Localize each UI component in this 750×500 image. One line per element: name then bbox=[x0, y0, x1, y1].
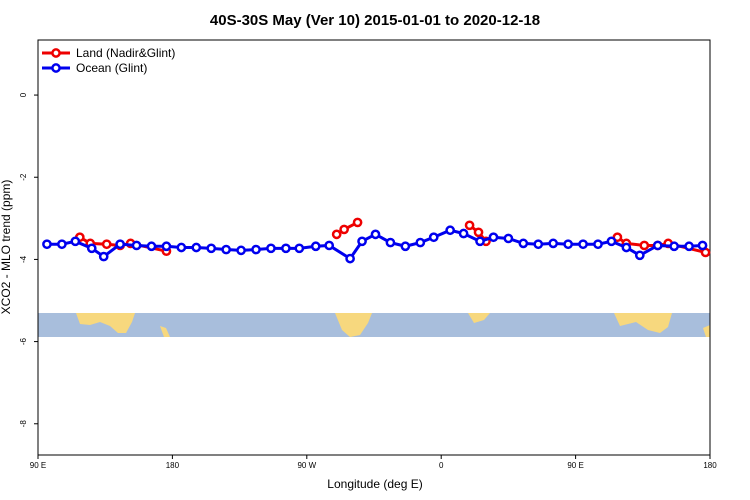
plot-frame bbox=[37, 39, 711, 456]
data-point bbox=[464, 220, 475, 231]
data-point bbox=[221, 244, 232, 255]
data-point bbox=[445, 225, 456, 236]
data-point bbox=[400, 241, 411, 252]
legend-label: Land (Nadir&Glint) bbox=[76, 46, 175, 60]
data-point bbox=[131, 240, 142, 251]
data-point bbox=[57, 239, 67, 250]
legend-label: Ocean (Glint) bbox=[76, 61, 147, 75]
y-tick-label: -8 bbox=[19, 420, 28, 428]
chart-title: 40S-30S May (Ver 10) 2015-01-01 to 2020-… bbox=[210, 12, 540, 29]
y-tick-label: 0 bbox=[19, 92, 28, 97]
data-point bbox=[669, 241, 680, 252]
y-tick-label: -4 bbox=[19, 255, 28, 263]
legend-marker bbox=[51, 48, 61, 58]
map-strip bbox=[38, 313, 710, 337]
x-tick-label: 180 bbox=[166, 461, 180, 470]
data-point bbox=[593, 239, 603, 250]
data-point bbox=[191, 242, 202, 253]
data-point bbox=[606, 236, 617, 247]
data-point bbox=[533, 239, 544, 250]
data-point bbox=[473, 227, 484, 238]
data-point bbox=[415, 237, 426, 248]
data-point bbox=[86, 243, 97, 254]
data-point bbox=[475, 236, 485, 247]
data-point bbox=[370, 229, 381, 240]
data-point bbox=[684, 241, 694, 252]
x-tick-label: 90 E bbox=[567, 461, 583, 470]
data-point bbox=[352, 217, 363, 228]
legend: Land (Nadir&Glint)Ocean (Glint) bbox=[42, 46, 175, 75]
y-tick-label: -2 bbox=[19, 173, 28, 181]
data-point bbox=[331, 229, 342, 240]
data-point bbox=[639, 240, 650, 251]
data-point bbox=[294, 243, 305, 254]
data-point bbox=[266, 243, 276, 254]
data-point bbox=[310, 241, 321, 252]
data-point bbox=[236, 245, 246, 256]
data-point bbox=[98, 251, 109, 262]
data-point bbox=[345, 253, 355, 264]
data-point bbox=[697, 240, 708, 251]
data-point bbox=[578, 239, 588, 250]
data-point bbox=[357, 236, 367, 247]
data-point bbox=[563, 239, 573, 250]
data-point bbox=[324, 240, 335, 251]
data-point bbox=[488, 232, 499, 243]
data-point bbox=[458, 228, 469, 239]
data-point bbox=[281, 243, 291, 254]
data-point bbox=[70, 236, 81, 247]
data-point bbox=[206, 243, 217, 254]
data-point bbox=[385, 237, 396, 248]
y-tick-label: -6 bbox=[19, 337, 28, 345]
x-tick-label: 90 W bbox=[297, 461, 316, 470]
data-point bbox=[339, 224, 349, 235]
legend-marker bbox=[51, 63, 61, 73]
x-axis-label: Longitude (deg E) bbox=[327, 477, 422, 491]
data-point bbox=[518, 238, 529, 249]
data-point bbox=[652, 240, 663, 251]
data-point bbox=[101, 239, 112, 250]
data-point bbox=[428, 232, 439, 243]
data-point bbox=[503, 233, 514, 244]
data-point bbox=[176, 242, 187, 253]
data-point bbox=[115, 239, 125, 250]
x-tick-label: 90 E bbox=[30, 461, 46, 470]
data-point bbox=[161, 241, 172, 252]
data-point bbox=[42, 239, 52, 250]
x-tick-label: 0 bbox=[439, 461, 444, 470]
data-point bbox=[146, 241, 157, 252]
data-point bbox=[548, 238, 559, 249]
data-point bbox=[634, 250, 645, 261]
y-axis-label: XCO2 - MLO trend (ppm) bbox=[0, 180, 13, 315]
x-tick-label: 180 bbox=[703, 461, 717, 470]
data-point bbox=[251, 244, 261, 255]
data-point bbox=[621, 242, 632, 253]
